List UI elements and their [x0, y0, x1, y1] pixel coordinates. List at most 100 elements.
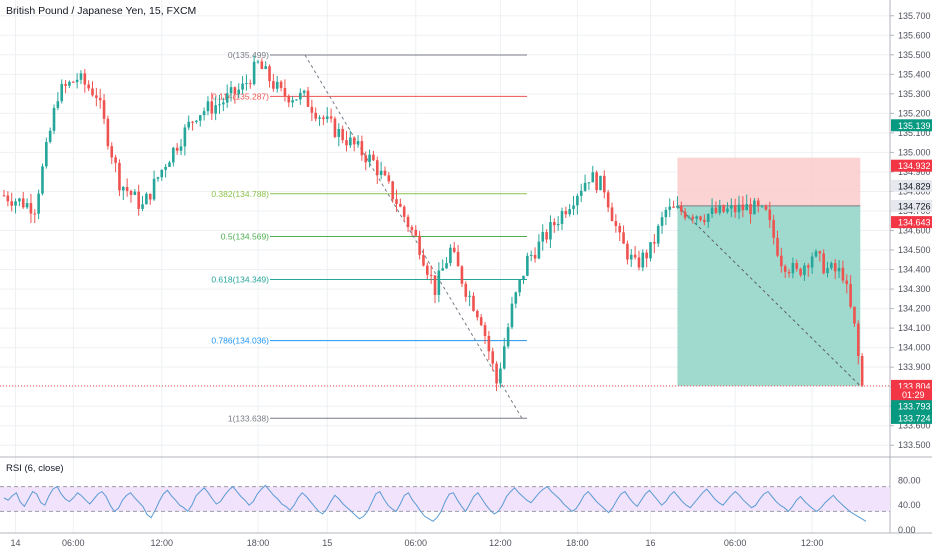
candle	[479, 314, 483, 327]
candle	[837, 260, 841, 279]
candle-body	[495, 363, 498, 384]
candle	[576, 193, 579, 215]
candle	[857, 320, 860, 365]
candle	[614, 214, 618, 233]
candle-body	[322, 117, 325, 120]
candle-body	[737, 204, 741, 213]
candle-body	[299, 92, 302, 100]
candle	[379, 161, 383, 180]
candle-body	[853, 306, 856, 324]
candle	[718, 199, 722, 216]
candle	[418, 231, 421, 260]
time-tick-label: 12:00	[489, 538, 512, 548]
candle-body	[291, 100, 294, 103]
candle-body	[229, 87, 233, 94]
candle	[676, 196, 679, 209]
candle-body	[410, 227, 414, 230]
candle	[787, 268, 791, 278]
candle	[202, 107, 206, 121]
candle-body	[464, 283, 468, 297]
candle-body	[791, 262, 795, 274]
candle-body	[529, 254, 533, 256]
price-tick-label: 134.500	[898, 245, 931, 255]
candle-body	[560, 211, 564, 224]
time-tick-label: 06:00	[62, 538, 85, 548]
candle-body	[687, 216, 691, 218]
candle	[275, 75, 279, 93]
candle	[860, 353, 864, 387]
price-label-text: 133.724	[898, 413, 931, 423]
candle-body	[726, 208, 729, 212]
candle	[506, 323, 510, 349]
price-tick-label: 135.200	[898, 108, 931, 118]
candle	[375, 156, 379, 184]
candle-body	[772, 220, 775, 238]
candle	[360, 135, 364, 161]
candle-body	[799, 268, 802, 276]
stop-loss-zone[interactable]	[677, 157, 861, 206]
candle-body	[849, 284, 852, 307]
candle-body	[98, 97, 102, 101]
candle-body	[137, 191, 140, 209]
candle-body	[64, 83, 67, 86]
candle-body	[514, 292, 518, 304]
candle-body	[422, 254, 425, 266]
candle-body	[183, 127, 187, 147]
candle	[314, 107, 318, 122]
candle	[483, 322, 487, 344]
price-label: 134.643	[891, 216, 932, 229]
candle	[714, 201, 718, 215]
candle-body	[603, 175, 606, 193]
candle	[406, 214, 410, 233]
time-axis[interactable]: 14 06:00 12:00 18:00 15 06:00 12:00 18:00 16 06:0…	[11, 538, 824, 548]
candle	[603, 170, 606, 199]
candle	[472, 292, 475, 312]
candle-body	[318, 117, 321, 119]
candle	[753, 197, 756, 215]
candle	[768, 201, 772, 228]
time-tick-label: 06:00	[404, 538, 427, 548]
time-tick-label: 12:00	[801, 538, 824, 548]
candle-body	[391, 181, 394, 200]
candle-body	[337, 128, 341, 137]
candle-body	[695, 216, 698, 219]
candle	[656, 223, 660, 247]
candle-body	[441, 268, 444, 271]
candle	[310, 99, 314, 122]
candle	[48, 127, 52, 144]
candle-body	[814, 251, 818, 257]
candle	[345, 131, 348, 152]
price-tick-label: 134.900	[898, 167, 931, 177]
candle	[679, 201, 683, 216]
candle-body	[818, 251, 822, 254]
candle-body	[522, 275, 525, 280]
candle-body	[118, 162, 121, 191]
candle-body	[826, 268, 829, 274]
candle	[329, 108, 333, 123]
candle-body	[510, 303, 514, 328]
candle	[433, 275, 437, 304]
candle-body	[637, 257, 641, 268]
candle	[568, 203, 571, 217]
price-tick-label: 134.100	[898, 323, 931, 333]
candle	[703, 214, 706, 226]
candle	[187, 115, 191, 131]
candle-body	[414, 229, 418, 236]
fib-retracement[interactable]: 0(135.499) 0.114(135.287) 0.382(134.788) 0.…	[211, 50, 527, 423]
candle	[229, 80, 233, 102]
candle-body	[656, 225, 660, 244]
candle	[833, 259, 837, 280]
candle	[156, 176, 160, 182]
candle-body	[52, 107, 56, 131]
candle	[356, 135, 360, 148]
candle-body	[175, 147, 179, 151]
rsi-tick-label: 0.00	[898, 525, 916, 535]
candle-body	[279, 81, 283, 89]
candle-body	[479, 317, 483, 326]
rsi-title: RSI (6, close)	[6, 463, 64, 474]
candle-body	[429, 274, 433, 276]
candle-body	[506, 327, 510, 347]
candle	[299, 88, 302, 105]
candle-body	[526, 255, 529, 276]
